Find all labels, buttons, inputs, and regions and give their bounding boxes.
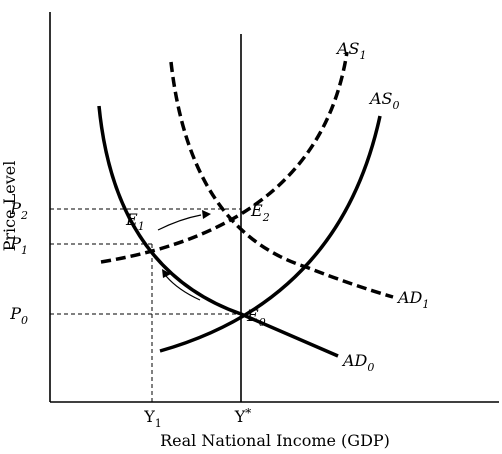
label-ad0: AD0	[341, 351, 374, 374]
arrow-head-e1	[162, 269, 171, 278]
label-ad1: AD1	[396, 288, 429, 311]
ad1-curve	[169, 61, 394, 299]
arrow-e0-to-e1	[165, 275, 201, 301]
y-axis-label: Price Level	[0, 161, 19, 252]
label-e0: E0	[246, 306, 266, 329]
movement-arrows	[157, 210, 211, 301]
x-axis-label: Real National Income (GDP)	[160, 431, 390, 450]
arrow-e1-to-e2	[157, 214, 202, 231]
tick-label-p1: P1	[9, 234, 28, 257]
tick-label-p2: P2	[9, 199, 28, 222]
guide-lines	[50, 208, 241, 402]
label-as1: AS1	[335, 39, 367, 62]
arrow-head-e2	[202, 210, 211, 219]
label-e2: E2	[250, 201, 270, 224]
label-as0: AS0	[368, 89, 400, 112]
tick-label-ystar: Y*	[234, 406, 252, 426]
label-e1: E1	[125, 210, 145, 233]
tick-label-p0: P0	[9, 304, 28, 327]
ad0-curve	[97, 105, 339, 358]
tick-label-y1: Y1	[143, 407, 162, 430]
as1-curve	[100, 51, 349, 264]
